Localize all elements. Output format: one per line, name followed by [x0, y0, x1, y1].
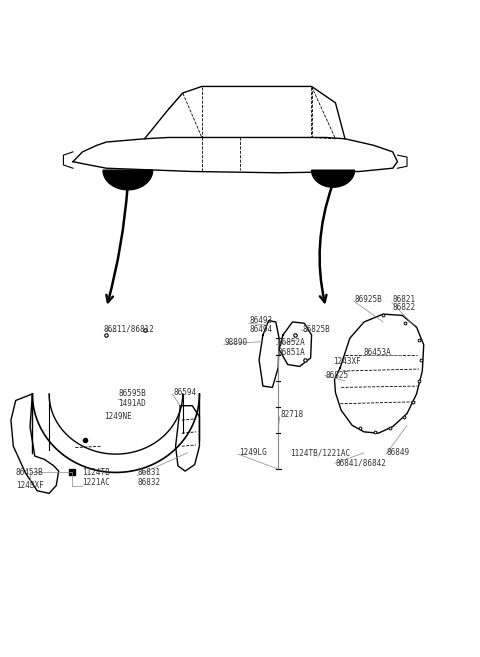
Polygon shape — [103, 170, 153, 190]
Text: 86925B: 86925B — [355, 294, 382, 304]
Text: 1124TB: 1124TB — [83, 468, 110, 477]
Text: 86825B: 86825B — [302, 325, 330, 334]
Text: 86811/86812: 86811/86812 — [104, 324, 155, 333]
Text: 86849: 86849 — [387, 448, 410, 457]
Text: 1249LG: 1249LG — [239, 448, 267, 457]
Text: 98890: 98890 — [225, 338, 248, 348]
Text: 86825: 86825 — [326, 371, 349, 380]
Text: 1243XF: 1243XF — [16, 481, 44, 490]
Text: 86821: 86821 — [393, 294, 416, 304]
Text: 86841/86842: 86841/86842 — [336, 458, 386, 467]
Text: 86493: 86493 — [250, 316, 273, 325]
Text: 86822: 86822 — [393, 303, 416, 312]
Text: 82718: 82718 — [281, 411, 304, 419]
Text: 1124TB/1221AC: 1124TB/1221AC — [290, 448, 350, 457]
Text: 86494: 86494 — [250, 325, 273, 334]
Text: 86852A: 86852A — [277, 338, 305, 348]
Text: 1249NE: 1249NE — [104, 413, 132, 421]
Text: 1491AD: 1491AD — [118, 399, 146, 408]
Text: 86453A: 86453A — [363, 348, 391, 357]
Text: 86831: 86831 — [137, 468, 160, 477]
Text: 1243XF: 1243XF — [333, 357, 361, 366]
Text: 86851A: 86851A — [277, 348, 305, 357]
Text: 86453B: 86453B — [16, 468, 44, 477]
Text: 1221AC: 1221AC — [83, 478, 110, 487]
Polygon shape — [312, 170, 355, 187]
Text: 86594: 86594 — [173, 388, 196, 397]
Text: 86832: 86832 — [137, 478, 160, 487]
Text: 86595B: 86595B — [118, 390, 146, 398]
